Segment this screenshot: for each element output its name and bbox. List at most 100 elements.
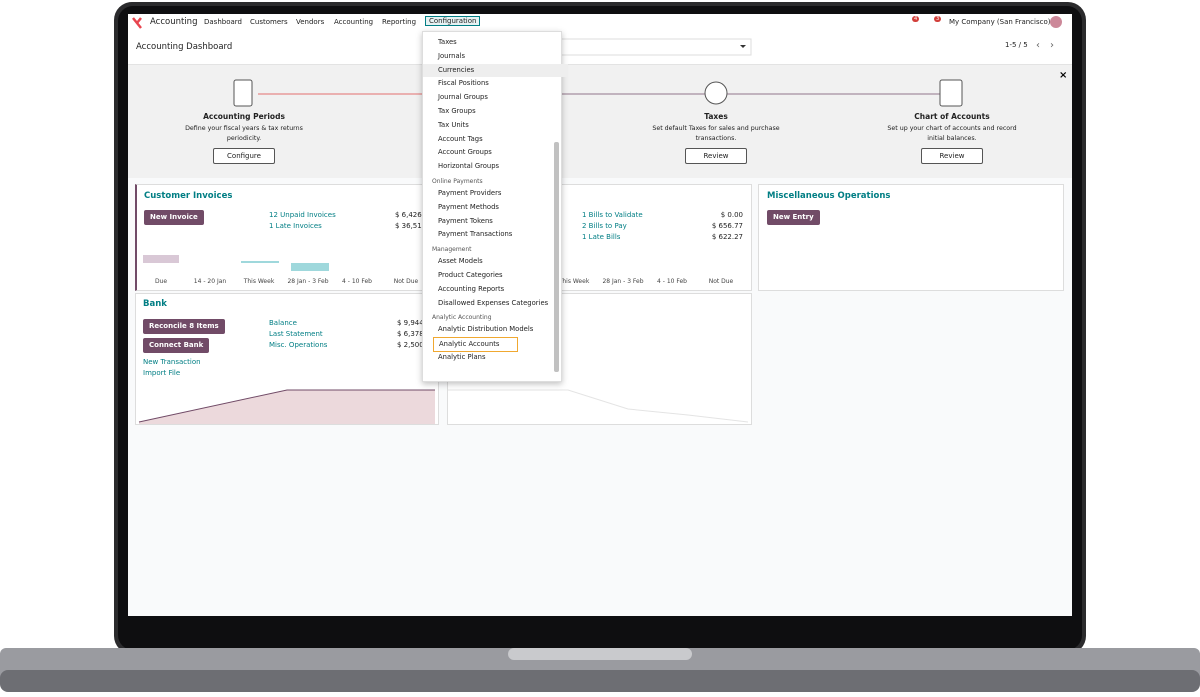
breadcrumb: Accounting Dashboard	[136, 42, 233, 52]
bar-shape	[143, 255, 179, 263]
pager: 1-5 / 5	[1005, 41, 1028, 49]
link[interactable]: Import File	[143, 369, 181, 377]
button[interactable]: New Entry	[767, 210, 820, 225]
chart-label: Not Due	[393, 278, 419, 285]
dropdown-item[interactable]: Journals	[438, 51, 466, 60]
close[interactable]: ×	[1059, 70, 1067, 81]
pager-next-icon[interactable]: ›	[1050, 40, 1054, 51]
onboarding-panel	[128, 65, 1072, 178]
app-name[interactable]: Accounting	[150, 17, 198, 27]
step-button[interactable]: Configure	[213, 148, 275, 164]
chart-label: 28 Jan - 3 Feb	[287, 278, 329, 285]
avatar[interactable]	[1050, 16, 1062, 28]
dropdown-item[interactable]: Asset Models	[438, 257, 483, 266]
amount: $ 656.77	[711, 222, 743, 230]
link[interactable]: 1 Bills to Validate	[582, 211, 643, 219]
chart-label: 28 Jan - 3 Feb	[602, 278, 644, 285]
dropdown-item[interactable]: Tax Groups	[438, 107, 476, 115]
dropdown-item[interactable]: Horizontal Groups	[438, 162, 500, 171]
pager-prev-icon[interactable]: ‹	[1036, 40, 1040, 51]
screen: × ‹ › Accounting Dashboard Customers Vendor…	[128, 14, 1072, 616]
badge[interactable]: 4	[912, 16, 920, 22]
chart-label: Not Due	[708, 278, 734, 285]
step-title: Chart of Accounts	[914, 112, 990, 121]
dropdown-heading: Management	[432, 246, 472, 254]
customer-invoices-card: Customer Invoices New Invoice 12 Unpaid In…	[135, 184, 438, 291]
menu-item[interactable]: Configuration	[425, 16, 481, 26]
card-title[interactable]: Miscellaneous Operations	[767, 191, 891, 201]
dropdown-item[interactable]: Analytic Accounts	[433, 337, 518, 353]
bank-graph	[138, 389, 435, 424]
amount: $ 9,944.	[397, 319, 426, 327]
chart-label: 4 - 10 Feb	[342, 278, 372, 285]
dropdown-item[interactable]: Fiscal Positions	[438, 79, 489, 88]
misc-card: Miscellaneous Operations New Entry	[758, 184, 1064, 291]
step-desc: Set up your chart of accounts and record…	[887, 125, 1017, 142]
dropdown-item[interactable]: Analytic Plans	[438, 353, 486, 361]
chart-label: Due	[154, 278, 168, 285]
menu-item[interactable]: Vendors	[296, 18, 325, 26]
cash-graph	[448, 389, 749, 423]
link[interactable]: 1 Late Bills	[582, 233, 621, 241]
bank-card: Bank Reconcile 8 Items Connect Bank New Tra…	[135, 293, 439, 425]
link[interactable]: Last Statement	[269, 330, 323, 338]
icon	[233, 79, 253, 107]
link[interactable]: 1 Late Invoices	[269, 222, 322, 230]
area	[139, 390, 435, 424]
chart-label: 4 - 10 Feb	[657, 278, 687, 285]
line	[448, 389, 749, 423]
dropdown: Taxes Journals Currencies Fiscal Positions J…	[422, 31, 568, 382]
amount: $ 36,512.	[395, 222, 429, 230]
dropdown-item[interactable]: Taxes	[438, 38, 457, 46]
card-title[interactable]: Bank	[143, 299, 167, 309]
menu-item[interactable]: Customers	[250, 18, 288, 26]
dropdown-item[interactable]: Journal Groups	[438, 93, 488, 102]
search-caret	[740, 45, 746, 48]
link[interactable]: Balance	[269, 319, 297, 327]
button[interactable]: New Invoice	[144, 210, 204, 225]
button[interactable]: Connect Bank	[143, 338, 210, 353]
link[interactable]: 12 Unpaid Invoices	[269, 211, 336, 219]
badge[interactable]: 3	[934, 16, 942, 22]
dropdown-item[interactable]: Account Groups	[438, 148, 492, 157]
link[interactable]: 2 Bills to Pay	[582, 222, 627, 230]
link[interactable]: New Transaction	[143, 358, 201, 366]
company[interactable]: My Company (San Francisco)	[949, 18, 1051, 26]
amount: $ 6,378.	[397, 330, 426, 338]
button[interactable]: Reconcile 8 Items	[143, 319, 225, 334]
card-title[interactable]: Customer Invoices	[144, 191, 233, 201]
decorations: × ‹ ›	[132, 16, 1067, 107]
dropdown-item[interactable]: Payment Tokens	[438, 216, 493, 225]
dropdown-item[interactable]: Account Tags	[438, 134, 483, 143]
icon	[704, 81, 728, 105]
amount: $ 2,500.	[397, 341, 426, 349]
amount: $ 0.00	[720, 211, 743, 219]
step-desc: Set default Taxes for sales and purchase…	[652, 125, 780, 142]
dropdown-item[interactable]: Tax Units	[438, 120, 469, 129]
menu-item[interactable]: Dashboard	[204, 18, 242, 26]
dropdown-item[interactable]: Disallowed Expenses Categories	[438, 298, 549, 307]
dropdown-item[interactable]: Analytic Distribution Models	[438, 325, 534, 334]
menu-item[interactable]: Reporting	[382, 18, 417, 26]
notch	[508, 648, 692, 660]
dropdown-heading: Online Payments	[432, 178, 483, 185]
dropdown-item[interactable]: Accounting Reports	[438, 284, 505, 293]
logo	[132, 17, 142, 29]
step-button[interactable]: Review	[921, 148, 983, 164]
dropdown-item[interactable]: Product Categories	[438, 271, 503, 279]
dropdown-item[interactable]: Payment Providers	[438, 189, 502, 197]
dropdown-heading: Analytic Accounting	[432, 314, 492, 322]
chart-label: This Week	[243, 278, 275, 285]
chart-label: 14 - 20 Jan	[193, 278, 227, 285]
dropdown-item[interactable]: Payment Methods	[438, 202, 499, 211]
step-desc: Define your fiscal years & tax returns p…	[185, 125, 303, 142]
dropdown-item[interactable]: Payment Transactions	[438, 230, 513, 239]
step-title: Taxes	[704, 112, 728, 121]
step-button[interactable]: Review	[685, 148, 747, 164]
chart-label: This Week	[558, 278, 590, 285]
link[interactable]: Misc. Operations	[269, 341, 328, 349]
dropdown-item[interactable]: Currencies	[423, 63, 568, 77]
menu-item[interactable]: Accounting	[334, 18, 374, 26]
search[interactable]	[557, 38, 752, 56]
